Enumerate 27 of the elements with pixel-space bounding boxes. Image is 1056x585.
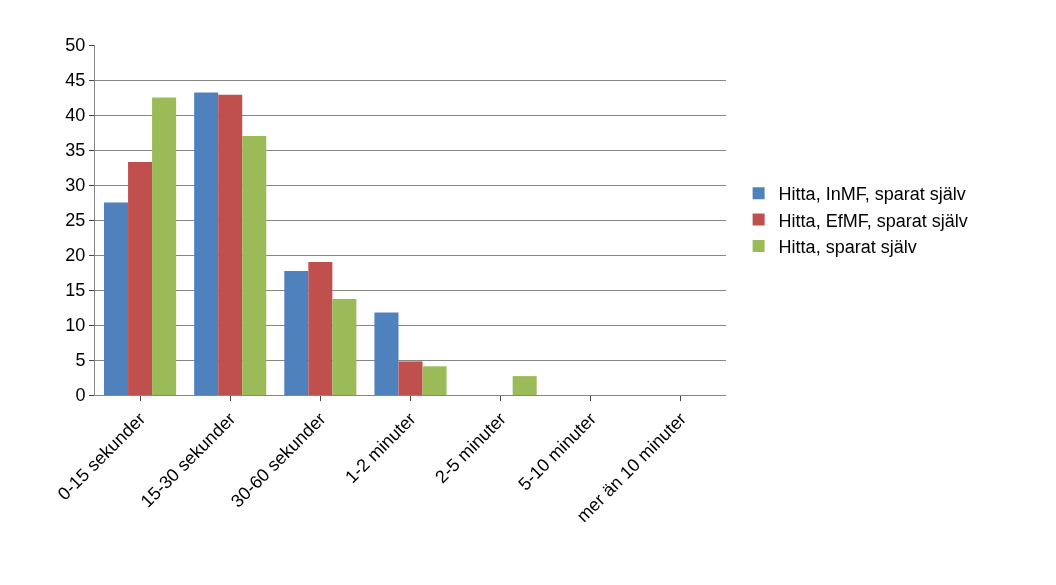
- bar: [152, 97, 177, 395]
- legend-label: Hitta, EfMF, sparat själv: [778, 210, 968, 231]
- bar: [104, 202, 129, 395]
- bar: [398, 361, 423, 395]
- bar: [194, 92, 219, 395]
- y-tick-label: 15: [65, 280, 86, 301]
- bar: [218, 94, 243, 395]
- bar: [128, 161, 153, 395]
- bar: [284, 271, 309, 395]
- y-tick-label: 5: [75, 350, 86, 371]
- bar: [308, 262, 333, 395]
- bar: [422, 366, 447, 395]
- y-tick-label: 35: [65, 140, 86, 161]
- bar: [332, 299, 357, 395]
- legend-label: Hitta, InMF, sparat själv: [778, 184, 966, 205]
- y-tick-label: 10: [65, 315, 86, 336]
- y-tick-label: 25: [65, 210, 86, 231]
- bar: [512, 376, 537, 395]
- y-tick-label: 50: [65, 35, 86, 56]
- y-tick-label: 40: [65, 105, 86, 126]
- legend-label: Hitta, sparat själv: [778, 237, 917, 258]
- y-tick-label: 0: [75, 385, 86, 406]
- y-tick-label: 45: [65, 70, 86, 91]
- y-tick-label: 20: [65, 245, 86, 266]
- bar: [374, 312, 399, 395]
- y-tick-label: 30: [65, 175, 86, 196]
- bar: [242, 136, 267, 395]
